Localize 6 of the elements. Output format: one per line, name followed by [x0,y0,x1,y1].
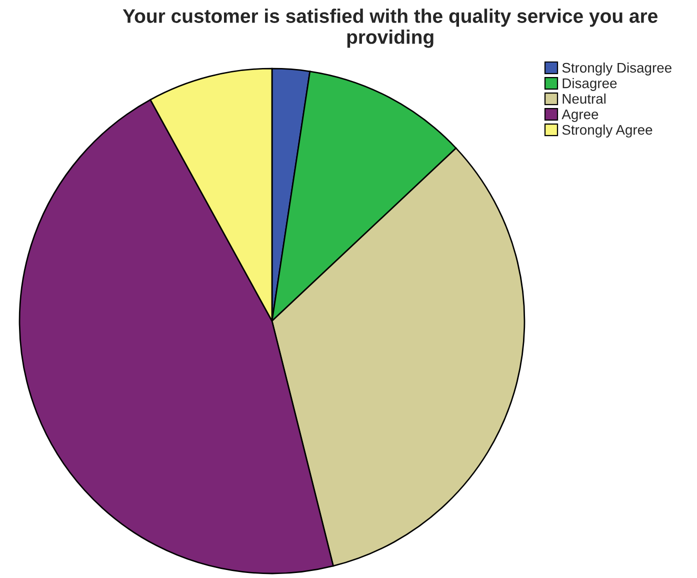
legend-label: Neutral [562,94,606,104]
legend-label: Disagree [562,78,617,91]
chart-title: Your customer is satisfied with the quality service you are providing [122,8,658,48]
legend-label: Strongly Agree [562,124,652,138]
legend-label: Agree [562,110,598,122]
legend-label: Strongly Disagree [562,62,672,76]
